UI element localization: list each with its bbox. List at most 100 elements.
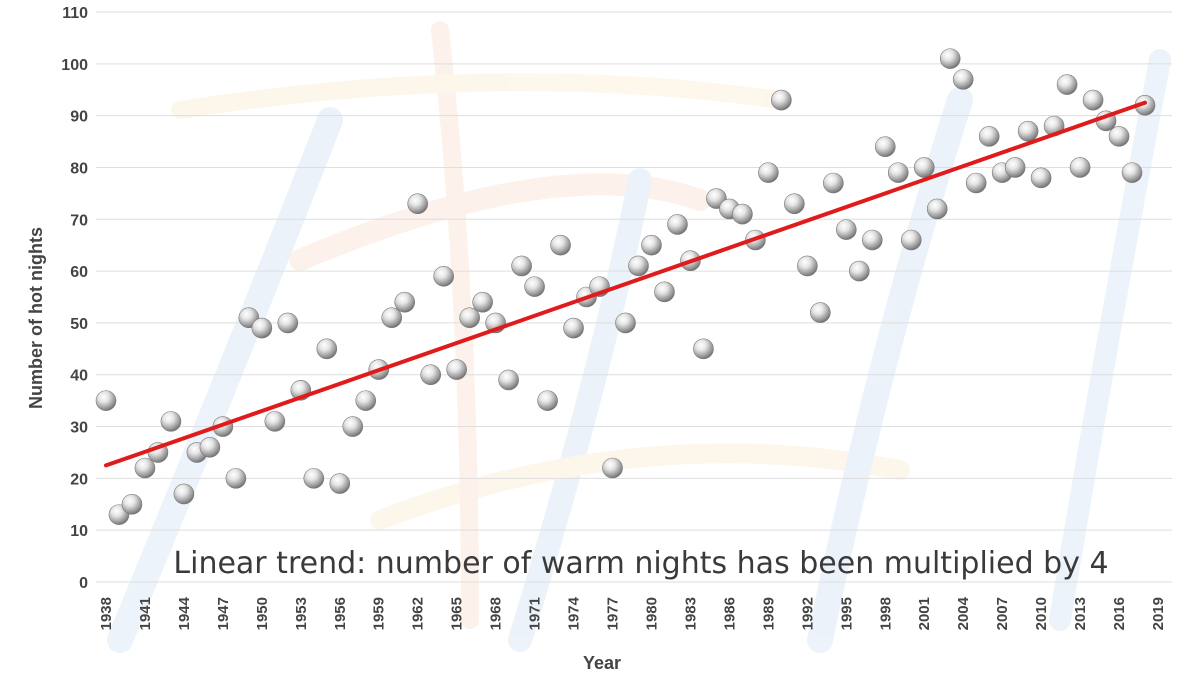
data-point xyxy=(134,457,156,479)
data-point xyxy=(173,483,195,505)
data-point xyxy=(407,193,429,215)
x-tick-label: 2004 xyxy=(955,596,972,630)
data-point xyxy=(797,255,818,277)
x-tick-label: 1971 xyxy=(527,597,544,630)
data-point xyxy=(329,473,351,494)
trend-line xyxy=(104,100,1148,468)
x-tick-label: 1962 xyxy=(410,597,427,630)
data-point xyxy=(1056,74,1078,95)
x-tick-label: 1938 xyxy=(98,597,115,630)
data-point xyxy=(225,468,247,489)
data-point xyxy=(394,291,416,313)
data-point xyxy=(498,369,519,391)
x-tick-label: 1950 xyxy=(254,597,271,630)
data-point xyxy=(939,48,961,69)
y-tick-label: 100 xyxy=(61,57,88,74)
trend-annotation: Linear trend: number of warm nights has … xyxy=(173,546,1108,581)
data-point xyxy=(641,234,662,256)
y-axis-ticks: 0 10 20 30 40 50 60 70 80 90 100 110 xyxy=(61,5,88,592)
data-point xyxy=(913,157,935,178)
x-tick-label: 1983 xyxy=(682,597,699,630)
x-tick-label: 1998 xyxy=(877,597,894,630)
data-point xyxy=(784,193,805,215)
y-tick-label: 80 xyxy=(70,160,88,177)
data-point xyxy=(420,364,441,386)
data-point xyxy=(550,234,571,256)
data-point xyxy=(1121,162,1143,183)
data-point xyxy=(342,416,364,437)
data-point xyxy=(758,162,779,183)
x-tick-label: 1968 xyxy=(488,597,505,630)
data-point xyxy=(277,312,299,334)
data-point xyxy=(667,214,688,235)
x-tick-label: 1974 xyxy=(566,596,583,630)
data-point xyxy=(355,390,377,411)
data-point xyxy=(926,198,948,220)
x-tick-label: 1980 xyxy=(643,597,660,630)
data-point xyxy=(511,255,532,277)
x-tick-label: 1947 xyxy=(215,597,232,630)
x-tick-label: 1989 xyxy=(760,597,777,630)
data-point xyxy=(602,457,623,479)
x-tick-label: 1941 xyxy=(137,597,154,630)
data-point xyxy=(121,493,143,515)
data-point xyxy=(900,229,922,251)
data-point xyxy=(615,312,636,334)
data-point xyxy=(433,265,454,287)
data-point xyxy=(732,203,753,225)
data-point xyxy=(823,172,844,194)
x-tick-label: 1992 xyxy=(799,597,816,630)
data-point xyxy=(303,468,325,489)
data-point xyxy=(835,219,857,240)
data-point xyxy=(537,390,558,411)
y-tick-label: 110 xyxy=(62,5,88,22)
data-point xyxy=(316,338,338,360)
data-point xyxy=(160,411,182,432)
x-tick-label: 2007 xyxy=(994,597,1011,630)
data-point xyxy=(1069,157,1091,178)
data-point xyxy=(1004,157,1026,178)
data-point xyxy=(524,276,545,297)
data-point xyxy=(1030,167,1052,189)
y-tick-label: 50 xyxy=(70,316,88,333)
data-point xyxy=(563,317,584,339)
data-point xyxy=(874,136,896,158)
x-axis-ticks: 1938 1941 1944 1947 1950 1953 1956 1959 1962 1965… xyxy=(98,596,1167,630)
data-point xyxy=(693,338,714,360)
y-tick-label: 30 xyxy=(70,420,88,437)
data-point xyxy=(1108,126,1130,147)
data-point xyxy=(978,126,1000,147)
y-axis-label: Number of hot nights xyxy=(26,227,46,409)
data-point xyxy=(654,281,675,303)
x-tick-label: 2010 xyxy=(1033,597,1050,630)
data-point xyxy=(628,255,649,277)
data-point xyxy=(446,359,467,380)
y-tick-label: 0 xyxy=(79,575,88,592)
data-point xyxy=(251,317,273,339)
x-tick-label: 1953 xyxy=(293,597,310,630)
data-point xyxy=(771,89,792,111)
data-point xyxy=(861,229,883,251)
y-tick-label: 70 xyxy=(70,212,88,229)
x-tick-label: 2001 xyxy=(916,597,933,630)
x-tick-label: 2019 xyxy=(1150,597,1167,630)
y-tick-label: 20 xyxy=(70,471,88,488)
data-point xyxy=(952,69,974,90)
data-points xyxy=(95,48,1156,525)
data-point xyxy=(810,302,831,323)
x-tick-label: 2016 xyxy=(1111,597,1128,630)
x-tick-label: 1959 xyxy=(371,597,388,630)
x-tick-label: 1977 xyxy=(605,597,622,630)
data-point xyxy=(381,307,403,329)
data-point xyxy=(965,172,987,194)
x-tick-label: 1995 xyxy=(838,597,855,630)
data-point xyxy=(848,260,870,282)
data-point xyxy=(1082,89,1104,111)
data-point xyxy=(1017,120,1039,142)
data-point xyxy=(472,291,493,313)
x-tick-label: 1956 xyxy=(332,597,349,630)
y-tick-label: 10 xyxy=(70,523,88,540)
data-point xyxy=(95,390,117,411)
x-axis-label: Year xyxy=(583,653,621,673)
